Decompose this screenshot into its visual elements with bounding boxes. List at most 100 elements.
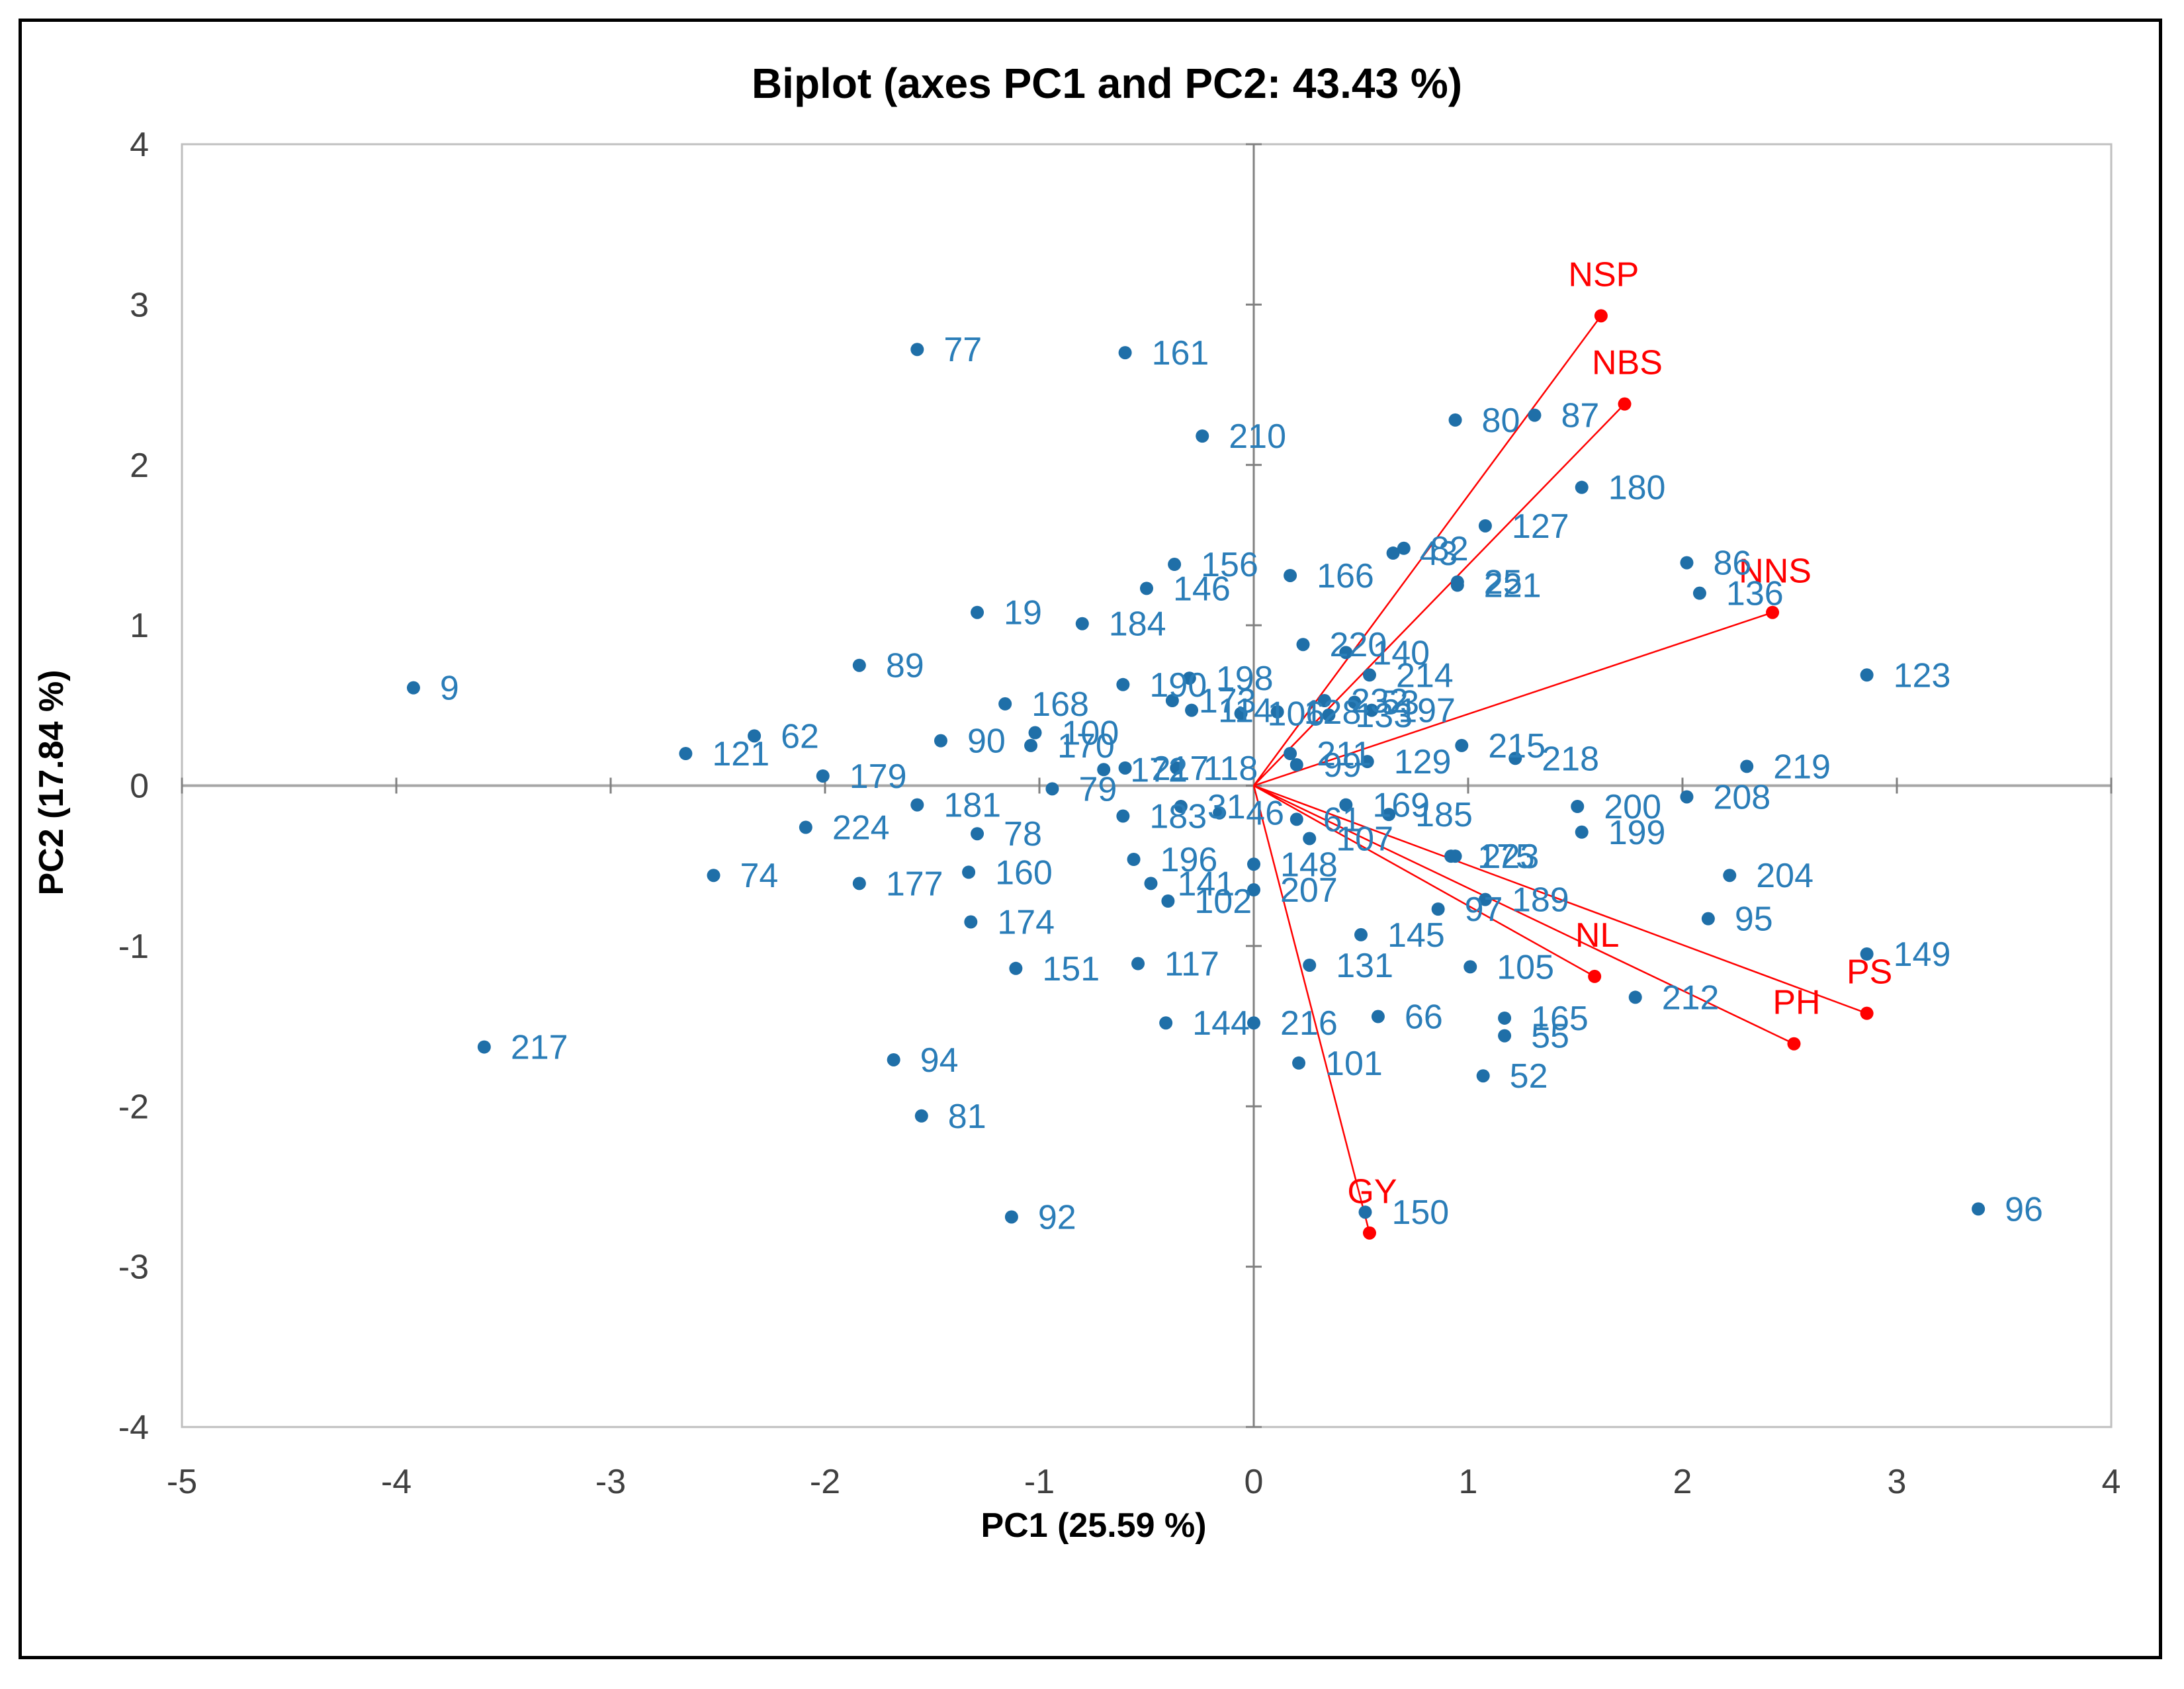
observation-label: 82	[1430, 530, 1469, 568]
y-tick-label: 3	[130, 286, 149, 324]
observation-point	[477, 1040, 491, 1054]
observation-point	[1247, 857, 1260, 871]
x-tick-label: 0	[1245, 1463, 1264, 1501]
observation-label: 19	[1004, 594, 1042, 632]
observation-points	[406, 343, 1986, 1224]
observation-point	[1455, 738, 1469, 752]
observation-point	[1692, 586, 1706, 600]
observation-point	[1348, 695, 1362, 709]
observation-point	[1680, 556, 1694, 570]
observation-point	[1680, 790, 1694, 804]
observation-point	[1116, 809, 1130, 823]
observation-point	[1131, 957, 1145, 971]
observation-point	[1358, 1205, 1372, 1219]
x-tick-label: -3	[595, 1463, 626, 1501]
x-tick-label: 2	[1673, 1463, 1692, 1501]
observation-point	[1498, 1029, 1512, 1043]
observation-point	[1009, 961, 1023, 975]
observation-label: 114	[1218, 692, 1273, 730]
observation-point	[1165, 694, 1179, 708]
observation-label: 140	[1372, 634, 1430, 672]
observation-point	[1118, 346, 1132, 360]
observation-label: 211	[1317, 735, 1372, 773]
observation-label: 131	[1336, 947, 1393, 985]
x-tick-label: 1	[1459, 1463, 1478, 1501]
variable-label: PS	[1847, 953, 1892, 992]
observation-point	[1463, 960, 1477, 974]
observation-label: 144	[1192, 1004, 1250, 1043]
observation-label: 204	[1756, 857, 1813, 895]
x-tick-label: 4	[2102, 1463, 2121, 1501]
observation-label: 220	[1330, 626, 1387, 664]
observation-point	[852, 877, 866, 890]
observation-point	[1362, 668, 1376, 682]
variable-vector	[1253, 785, 1868, 1014]
x-tick-label: -2	[810, 1463, 840, 1501]
variable-point	[1787, 1037, 1801, 1051]
observation-point	[852, 658, 866, 672]
observation-label: 96	[2005, 1190, 2043, 1229]
variable-label: NBS	[1592, 344, 1663, 382]
observation-point	[1247, 883, 1260, 897]
observation-label: 146	[1173, 570, 1231, 608]
observation-label: 90	[967, 722, 1006, 761]
observation-point	[1024, 738, 1038, 752]
y-tick-label: 1	[130, 607, 149, 645]
observation-point	[1118, 761, 1132, 775]
observation-point	[971, 827, 984, 841]
observation-point	[1284, 747, 1297, 761]
observation-label: 97	[1465, 890, 1503, 929]
observation-point	[1303, 832, 1317, 845]
observation-point	[1448, 413, 1462, 427]
observation-point	[1360, 755, 1374, 769]
observation-point	[1168, 558, 1182, 572]
observation-point	[1174, 800, 1188, 814]
observation-point	[1476, 1069, 1490, 1083]
observation-point	[1701, 912, 1715, 926]
observation-label: 214	[1396, 656, 1454, 695]
observation-point	[910, 343, 924, 357]
variable-label: GY	[1347, 1173, 1397, 1211]
point-labels: NSP NBS NNS PS PH NL GY 9 217 121 62 74 224 179 89 177 7…	[440, 255, 2043, 1236]
observation-point	[1170, 761, 1184, 775]
observation-label: 197	[1398, 692, 1456, 730]
observation-point	[1028, 726, 1042, 740]
observation-label: 31	[1207, 788, 1246, 826]
observation-label: 102	[1194, 883, 1252, 921]
observation-point	[1127, 852, 1141, 866]
observation-label: 66	[1405, 998, 1443, 1037]
observation-label: 62	[781, 717, 819, 756]
observation-point	[998, 697, 1012, 711]
observation-point	[914, 1109, 928, 1123]
observation-label: 156	[1201, 546, 1258, 584]
observation-point	[964, 915, 978, 929]
x-tick-label: 3	[1888, 1463, 1907, 1501]
observation-label: 168	[1031, 685, 1089, 724]
observation-label: 212	[1662, 978, 1720, 1017]
observation-point	[1296, 638, 1310, 652]
observation-point	[1528, 408, 1542, 422]
observation-point	[1284, 568, 1297, 582]
observation-point	[1571, 800, 1585, 814]
observation-label: 100	[1062, 715, 1119, 753]
x-tick-label: -4	[381, 1463, 412, 1501]
observation-label: 145	[1387, 916, 1445, 955]
observation-label: 189	[1512, 881, 1569, 920]
observation-label: 166	[1317, 557, 1374, 595]
variable-vector	[1253, 403, 1626, 787]
variable-label: PH	[1772, 984, 1820, 1022]
observation-label: 61	[1323, 801, 1362, 839]
observation-label: 123	[1894, 656, 1951, 695]
observation-label: 174	[997, 904, 1055, 942]
observation-point	[1247, 1016, 1260, 1030]
observation-label: 53	[1381, 683, 1419, 722]
observation-label: 141	[1177, 865, 1235, 903]
observation-label: 121	[712, 735, 769, 773]
variable-point	[1766, 605, 1780, 619]
observation-point	[1382, 808, 1396, 822]
variable-point	[1588, 969, 1602, 983]
observation-point	[1354, 928, 1368, 941]
observation-point	[1234, 707, 1248, 720]
observation-label: 177	[886, 865, 943, 903]
